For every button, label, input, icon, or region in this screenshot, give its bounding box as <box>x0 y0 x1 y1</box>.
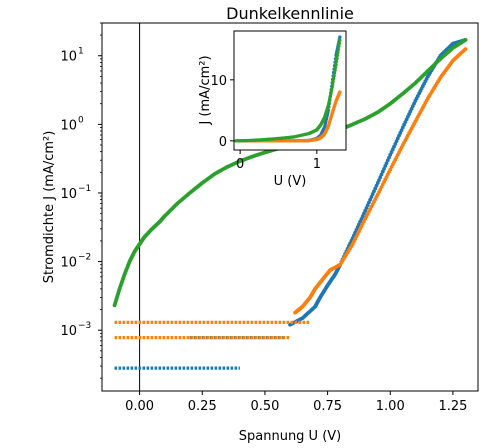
inset-plot-frame <box>233 30 347 151</box>
main-x-tick-label-1: 0.25 <box>188 399 217 414</box>
main-y-tick-label-1: 10 <box>60 256 77 271</box>
main-x-tick-label-0: 0.00 <box>125 399 154 414</box>
inset-series-2-point-81 <box>330 82 335 87</box>
chart-title: Dunkelkennlinie <box>226 4 354 23</box>
inset-series-2-point-91 <box>335 53 340 58</box>
main-data-points <box>112 38 468 370</box>
inset-series-2-point-88 <box>334 62 338 67</box>
main-series-1-point-160 <box>463 47 468 51</box>
inset-series-2-point-87 <box>333 65 338 70</box>
inset-data-points <box>234 35 342 143</box>
inset-x-axis-label: U (V) <box>274 174 307 189</box>
inset-series-2-point-85 <box>332 71 337 75</box>
inset-series-0-point-96 <box>338 35 342 39</box>
inset-x-tick-label-1: 1 <box>313 157 321 172</box>
main-x-tick-label-3: 0.75 <box>313 399 342 414</box>
main-y-tick-label-4: 10 <box>60 50 77 65</box>
inset-background <box>234 31 346 150</box>
main-x-tick-label-4: 1.00 <box>376 399 405 414</box>
inset-series-2-point-95 <box>337 41 342 45</box>
main-plot-frame <box>101 22 479 392</box>
inset-series-2-point-82 <box>331 79 335 84</box>
inset-series-2-point-84 <box>332 74 336 78</box>
main-y-tick-label-2: 10 <box>60 187 77 202</box>
inset-series-2-point-89 <box>334 59 339 64</box>
inset-series-2-point-86 <box>333 68 337 72</box>
inset-series-2-point-93 <box>336 47 341 52</box>
inset-series-2-point-80 <box>330 85 334 89</box>
inset-y-ticks: 0 10 <box>210 74 234 150</box>
inset-x-tick-label-0: 0 <box>236 157 244 172</box>
main-y-tick-exp-1: −2 <box>78 253 91 263</box>
main-x-tick-label-2: 0.50 <box>250 399 279 414</box>
main-series-2-point-330 <box>463 38 468 42</box>
main-x-tick-label-5: 1.25 <box>438 399 467 414</box>
inset-series-2-point-83 <box>331 76 336 81</box>
main-y-tick-exp-2: −1 <box>78 184 91 194</box>
inset-series-2-point-94 <box>337 44 341 48</box>
main-y-tick-exp-3: 0 <box>78 115 84 125</box>
x-axis-label: Spannung U (V) <box>239 429 342 444</box>
main-series-1 <box>114 47 468 340</box>
inset-series-2 <box>234 38 342 143</box>
inset-y-tick-label-1: 10 <box>210 74 227 89</box>
inset-y-tick-label-0: 0 <box>219 135 227 150</box>
main-y-tick-label-3: 10 <box>60 118 77 133</box>
y-axis-label: Stromdichte J (mA/cm²) <box>42 131 57 284</box>
main-y-tick-exp-4: 1 <box>78 47 84 57</box>
inset-y-axis-label: J (mA/cm²) <box>198 55 213 125</box>
main-y-tick-exp-0: −3 <box>78 321 91 331</box>
inset-series-2-point-92 <box>336 50 340 55</box>
inset-series-2-point-96 <box>338 38 342 42</box>
inset-series-1-point-96 <box>338 90 342 94</box>
main-x-ticks: 0.00 0.25 0.50 0.75 1.00 1.25 <box>125 391 467 414</box>
main-y-tick-label-0: 10 <box>60 324 77 339</box>
inset-series-2-point-90 <box>335 56 339 61</box>
inset-series-1 <box>234 90 342 143</box>
